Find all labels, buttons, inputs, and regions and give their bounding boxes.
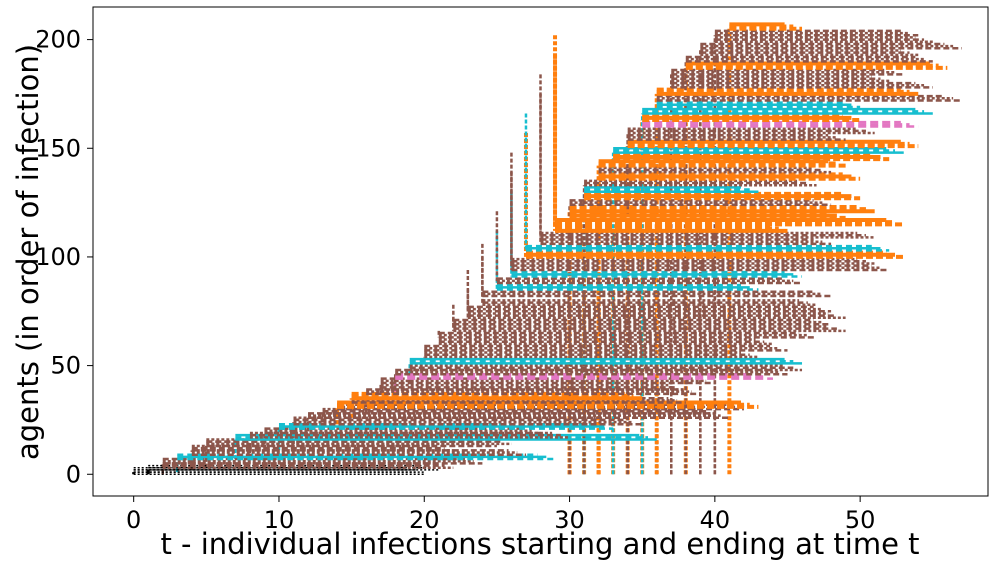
x-tick-label: 10 bbox=[264, 506, 295, 534]
x-tick-label: 0 bbox=[126, 506, 141, 534]
x-tick-label: 20 bbox=[409, 506, 440, 534]
y-axis-ticks: 0 50 100 150 200 bbox=[35, 26, 93, 488]
x-axis-label: t - individual infections starting and e… bbox=[160, 527, 919, 561]
x-tick-label: 30 bbox=[554, 506, 585, 534]
y-axis-label: agents (in order of infection) bbox=[11, 44, 45, 460]
chart-marks bbox=[132, 22, 962, 476]
y-tick-label: 200 bbox=[35, 26, 81, 54]
y-tick-label: 50 bbox=[50, 352, 81, 380]
y-tick-label: 0 bbox=[66, 460, 81, 488]
x-tick-label: 40 bbox=[700, 506, 731, 534]
y-tick-label: 150 bbox=[35, 134, 81, 162]
plot-frame bbox=[92, 6, 989, 497]
x-tick-label: 50 bbox=[845, 506, 876, 534]
x-axis-ticks: 0 10 20 30 40 50 bbox=[126, 496, 875, 534]
y-tick-label: 100 bbox=[35, 243, 81, 271]
